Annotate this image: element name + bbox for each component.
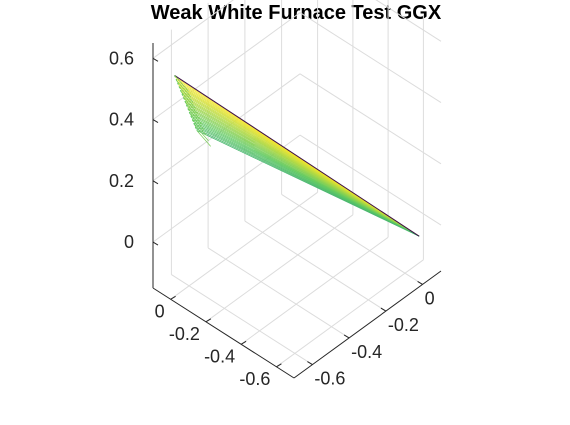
y-tick-label: 0 bbox=[155, 301, 165, 321]
grid-line-floor-x bbox=[207, 247, 350, 339]
y-axis-line bbox=[152, 287, 295, 379]
y-tick-label: -0.4 bbox=[204, 346, 235, 366]
grid-lines bbox=[152, 0, 442, 368]
y-tick bbox=[205, 318, 212, 323]
mesh-edge-segment bbox=[188, 111, 191, 115]
mesh-line bbox=[196, 130, 420, 237]
grid-line-floor-x bbox=[281, 193, 423, 285]
mesh-edge-segment bbox=[177, 82, 179, 85]
axes bbox=[152, 43, 442, 379]
mesh-skirt-line bbox=[183, 97, 198, 114]
grid-line-floor-y bbox=[205, 214, 354, 323]
x-tick bbox=[343, 334, 350, 339]
z-tick bbox=[152, 119, 159, 124]
x-tick-label: -0.6 bbox=[314, 369, 345, 389]
z-tick-label: 0 bbox=[124, 232, 134, 252]
x-tick-label: -0.2 bbox=[388, 315, 419, 335]
mesh-upper-edge bbox=[174, 74, 420, 237]
grid-line-floor-y bbox=[276, 259, 424, 368]
grid-line-floor-x bbox=[171, 274, 313, 366]
mesh-edge-segment bbox=[181, 93, 184, 96]
x-axis-line bbox=[293, 270, 442, 379]
y-tick bbox=[240, 340, 247, 345]
mesh-edge-segment bbox=[185, 104, 188, 107]
y-tick-label: -0.6 bbox=[239, 369, 270, 389]
y-tick bbox=[170, 295, 176, 300]
chart-title: Weak White Furnace Test GGX bbox=[151, 2, 442, 24]
grid-line-wall-z bbox=[375, 0, 442, 42]
mesh-skirt-line bbox=[178, 86, 194, 103]
grid-line-wall-z bbox=[299, 134, 442, 226]
mesh-skirt-line bbox=[187, 108, 203, 125]
grid-line-floor-y bbox=[240, 236, 389, 345]
mesh-skirt-line bbox=[194, 124, 209, 142]
x-tick bbox=[307, 361, 313, 366]
x-tick-label: -0.4 bbox=[351, 342, 382, 362]
surface-mesh bbox=[174, 74, 420, 237]
grid-line-wall-z bbox=[152, 12, 301, 121]
grid-line-wall-z bbox=[152, 0, 234, 59]
mesh-edge-segment bbox=[184, 100, 187, 104]
mesh-skirt-line bbox=[185, 102, 200, 120]
mesh-skirt-line bbox=[180, 91, 196, 109]
mesh-skirt-line bbox=[196, 130, 211, 147]
mesh-edge-segment bbox=[190, 115, 193, 118]
mesh-edge-segment bbox=[194, 126, 197, 129]
mesh-edge-segment bbox=[175, 78, 178, 82]
mesh-edge-segment bbox=[193, 122, 195, 126]
y-tick bbox=[276, 363, 282, 368]
grid-line-wall-z bbox=[299, 73, 442, 165]
grid-line-floor-y bbox=[170, 191, 318, 300]
x-tick bbox=[417, 280, 423, 285]
grid-line-wall-z bbox=[299, 12, 442, 104]
mesh-skirt-line bbox=[189, 113, 205, 131]
z-tick bbox=[152, 241, 159, 246]
z-tick-label: 0.4 bbox=[109, 110, 134, 130]
z-tick-label: 0.2 bbox=[109, 171, 134, 191]
mesh-edge-segment bbox=[180, 89, 182, 93]
x-tick bbox=[380, 307, 387, 312]
z-tick bbox=[152, 57, 159, 62]
mesh-skirt-line bbox=[176, 80, 192, 98]
grid-line-floor-x bbox=[244, 220, 387, 312]
x-tick-label: 0 bbox=[425, 288, 435, 308]
z-tick bbox=[152, 180, 159, 185]
y-tick-label: -0.2 bbox=[169, 324, 200, 344]
mesh-skirt-line bbox=[192, 119, 207, 136]
z-tick-label: 0.6 bbox=[109, 48, 134, 68]
mesh-skirt-line bbox=[174, 75, 189, 92]
